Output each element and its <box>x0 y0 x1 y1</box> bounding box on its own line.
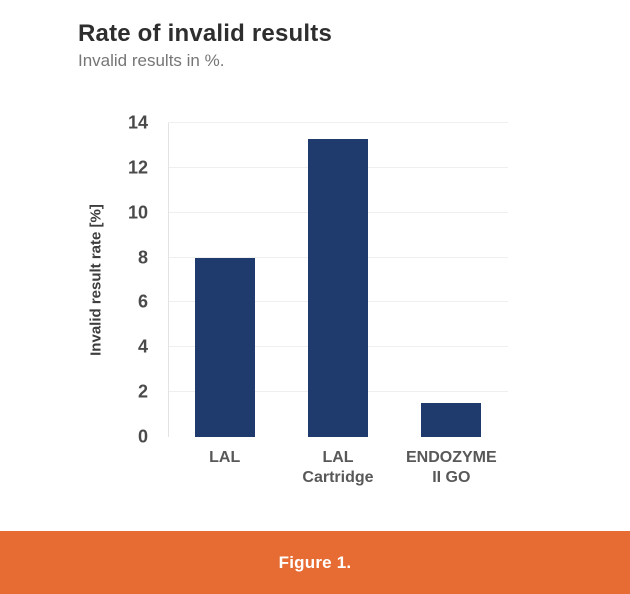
y-tick-label: 4 <box>137 336 148 357</box>
bar-slot <box>168 123 281 437</box>
x-tick-label: LAL <box>209 449 241 466</box>
y-tick-label: 2 <box>137 381 148 402</box>
y-axis-line <box>168 123 169 437</box>
bar-slot <box>395 123 508 437</box>
y-tick-label: 8 <box>137 247 148 268</box>
bar-slot <box>281 123 394 437</box>
chart-header: Rate of invalid results Invalid results … <box>78 20 332 71</box>
figure-caption: Figure 1. <box>278 552 352 572</box>
x-axis-labels: LAL LAL Cartridge ENDOZYME II GO <box>168 448 508 488</box>
x-tick-label: LAL Cartridge <box>302 449 374 486</box>
y-tick-label: 14 <box>127 112 148 133</box>
bar-series <box>168 123 508 437</box>
chart-subtitle: Invalid results in %. <box>78 51 225 70</box>
y-tick-label: 10 <box>127 202 148 223</box>
y-axis-ticks: 0 2 4 6 8 10 12 14 <box>100 113 158 447</box>
y-tick-label: 0 <box>137 426 148 447</box>
bar <box>307 138 368 437</box>
x-tick-label: ENDOZYME II GO <box>405 449 497 486</box>
y-tick-label: 6 <box>137 291 148 312</box>
bar <box>421 403 482 437</box>
figure-caption-band: Figure 1. <box>0 531 630 594</box>
bar <box>194 257 255 437</box>
plot-area <box>168 122 508 437</box>
y-tick-label: 12 <box>127 157 148 178</box>
gridline <box>168 122 508 123</box>
chart-title: Rate of invalid results <box>78 20 332 47</box>
